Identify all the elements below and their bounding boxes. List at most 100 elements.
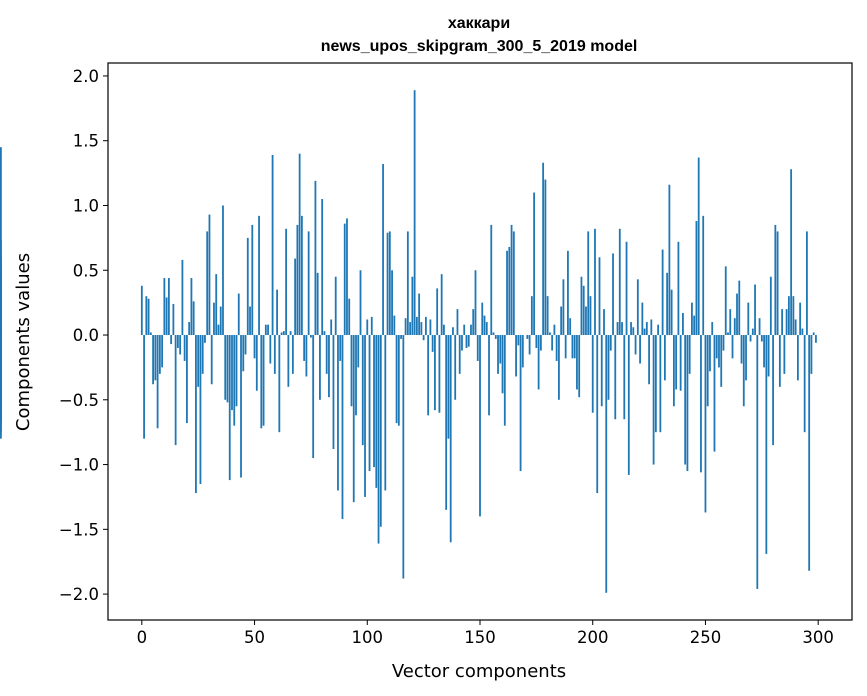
bar-38 — [226, 335, 229, 403]
bar-193 — [576, 335, 578, 390]
bar-161 — [503, 335, 506, 426]
bar-249 — [702, 215, 705, 336]
y-tick-label: −0.5 — [59, 391, 99, 410]
bar-15 — [174, 335, 177, 446]
bar-54 — [262, 335, 265, 426]
bar-155 — [490, 224, 493, 336]
bar-130 — [434, 335, 436, 411]
bar-158 — [497, 335, 499, 374]
bar-251 — [706, 335, 709, 407]
bar-204 — [600, 335, 603, 407]
bar-97 — [359, 270, 362, 336]
bar-253 — [711, 322, 714, 336]
bar-190 — [569, 318, 572, 336]
chart-subtitle: news_upos_skipgram_300_5_2019 model — [321, 38, 638, 55]
bar-16 — [176, 335, 179, 348]
bar-225 — [648, 335, 650, 385]
bar-27 — [201, 335, 204, 374]
bar-223 — [643, 328, 646, 336]
bar-71 — [300, 215, 303, 336]
bar-165 — [512, 231, 515, 336]
bar-47 — [246, 237, 249, 336]
bar-272 — [754, 284, 756, 336]
bar-202 — [596, 335, 599, 494]
bar-275 — [760, 335, 763, 342]
bar-268 — [745, 335, 747, 381]
bar-197 — [585, 306, 587, 336]
bar-110 — [388, 231, 391, 336]
bar-185 — [558, 335, 560, 400]
bar-74 — [307, 231, 310, 336]
bar-145 — [467, 335, 470, 347]
bar-56 — [267, 324, 269, 336]
x-tick-label: 200 — [577, 628, 609, 647]
bar-254 — [713, 335, 716, 452]
bar-294 — [803, 335, 806, 433]
bar-269 — [747, 302, 750, 336]
bar-180 — [546, 296, 549, 336]
bar-216 — [627, 335, 630, 475]
bar-207 — [607, 335, 610, 400]
bar-59 — [273, 335, 276, 374]
bar-86 — [334, 276, 337, 336]
bar-152 — [483, 315, 486, 336]
bar-116 — [402, 335, 405, 579]
bar-undefined — [0, 240, 2, 336]
bar-118 — [406, 231, 409, 336]
bar-210 — [614, 335, 617, 420]
bar-194 — [578, 335, 581, 398]
bar-5 — [152, 335, 154, 385]
bar-129 — [431, 335, 434, 352]
bar-184 — [555, 335, 558, 361]
bar-139 — [454, 335, 457, 400]
bar-297 — [810, 335, 813, 374]
bar-58 — [271, 154, 274, 336]
bar-164 — [510, 224, 513, 336]
bar-181 — [548, 332, 551, 336]
bar-107 — [382, 164, 384, 336]
bar-89 — [341, 335, 344, 519]
bar-224 — [645, 322, 648, 336]
bar-93 — [350, 335, 353, 407]
bar-136 — [447, 335, 450, 439]
bar-69 — [296, 224, 299, 336]
bar-156 — [492, 332, 495, 336]
bar-91 — [346, 218, 348, 336]
bar-213 — [621, 322, 623, 336]
bar-201 — [594, 228, 596, 336]
y-axis-label: Components values — [13, 253, 34, 431]
bar-17 — [179, 335, 182, 355]
bar-42 — [235, 335, 238, 407]
y-tick-label: 1.0 — [73, 196, 99, 215]
bar-10 — [163, 278, 166, 336]
bar-171 — [526, 335, 529, 339]
bar-142 — [461, 335, 463, 351]
bar-276 — [763, 335, 765, 368]
bar-235 — [670, 289, 673, 336]
bar-140 — [456, 309, 459, 336]
x-tick-label: 0 — [137, 628, 148, 647]
bar-232 — [663, 335, 666, 381]
bar-121 — [413, 90, 416, 336]
bar-240 — [682, 313, 684, 336]
bar-289 — [792, 296, 795, 336]
bar-195 — [580, 276, 583, 336]
bar-8 — [158, 335, 161, 374]
bar-84 — [330, 319, 333, 336]
bar-127 — [427, 335, 430, 416]
bar-226 — [650, 319, 653, 336]
chart-title: хаккари — [448, 15, 510, 32]
bar-144 — [465, 335, 468, 348]
bar-14 — [172, 303, 175, 336]
bar-39 — [228, 335, 231, 481]
x-tick-label: 100 — [352, 628, 384, 647]
bar-186 — [560, 306, 563, 336]
bar-173 — [530, 296, 533, 336]
y-tick-label: −2.0 — [59, 585, 99, 604]
bar-262 — [731, 335, 734, 359]
bar-209 — [612, 253, 614, 336]
bar-36 — [222, 205, 224, 336]
bar-174 — [533, 192, 536, 336]
axes-group: 0 50 100 150 200 250 300 2.0 1.5 1.0 0.5 0.0 −0.5 −1.… — [59, 67, 834, 647]
bar-219 — [634, 335, 637, 355]
